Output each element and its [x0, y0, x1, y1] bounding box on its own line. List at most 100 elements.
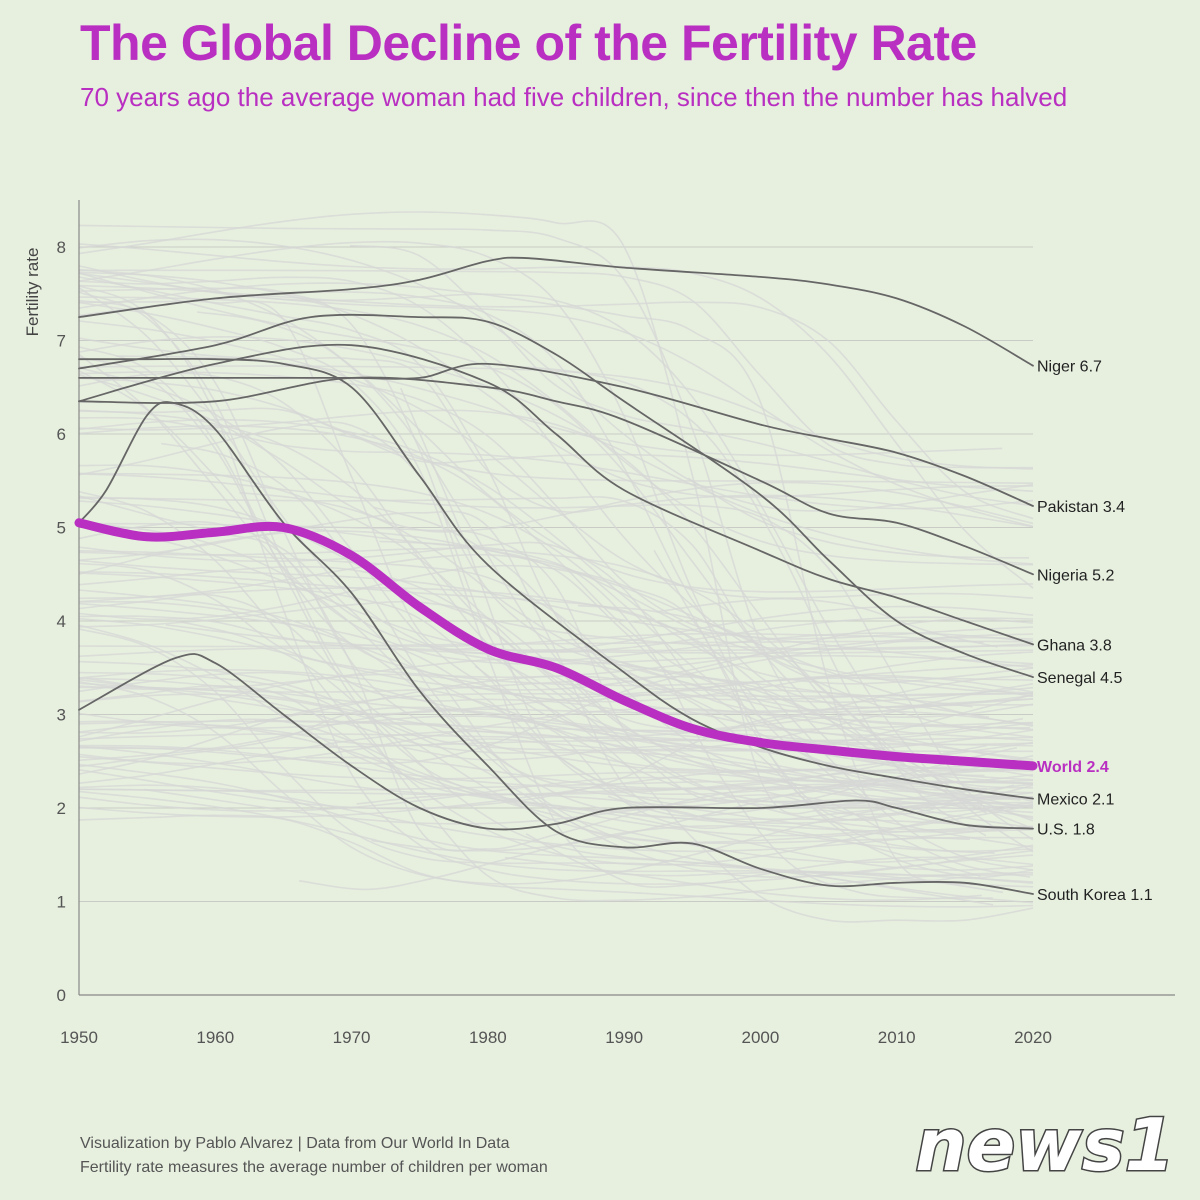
- background-country-line: [78, 763, 1034, 904]
- background-country-line: [78, 559, 1034, 669]
- background-country-line: [78, 356, 1034, 687]
- background-country-line: [78, 301, 1034, 888]
- y-tick-label: 7: [57, 332, 66, 351]
- background-country-line: [78, 268, 1034, 593]
- fertility-definition-note: Fertility rate measures the average numb…: [80, 1159, 548, 1176]
- series-line-world: [74, 518, 1038, 771]
- background-country-line: [504, 856, 982, 901]
- y-tick-label: 6: [57, 425, 66, 444]
- background-country-line: [78, 265, 1034, 853]
- background-country-line: [577, 604, 988, 814]
- svg-text:news1: news1: [915, 1103, 1175, 1187]
- y-axis-label: Fertility rate: [23, 248, 42, 337]
- background-country-line: [78, 671, 1034, 752]
- background-country-line: [78, 346, 1034, 864]
- background-country-line: [78, 464, 1034, 731]
- x-tick-label: 1980: [469, 1028, 507, 1047]
- background-country-line: [78, 814, 1034, 908]
- series-label-u-s-: U.S. 1.8: [1037, 822, 1095, 839]
- background-country-line: [78, 272, 1034, 528]
- series-line-u-s-: [78, 653, 1034, 831]
- background-country-line: [78, 240, 1034, 785]
- background-country-line: [78, 296, 1034, 566]
- x-tick-label: 2020: [1014, 1028, 1052, 1047]
- background-country-line: [78, 550, 1034, 701]
- background-country-line: [656, 597, 998, 648]
- background-country-line: [78, 421, 1034, 718]
- news1-logo: news1: [914, 1102, 1177, 1189]
- series-label-south-korea: South Korea 1.1: [1037, 887, 1153, 904]
- series-label-pakistan: Pakistan 3.4: [1037, 499, 1125, 516]
- y-tick-label: 1: [57, 893, 66, 912]
- background-country-line: [78, 593, 1034, 771]
- background-country-line: [78, 564, 1034, 727]
- background-country-line: [78, 372, 1034, 752]
- background-country-line: [78, 407, 1034, 492]
- series-line-nigeria: [78, 376, 1034, 576]
- background-country-line: [78, 678, 1034, 818]
- series-line-ghana: [78, 343, 1034, 646]
- x-tick-label: 1990: [605, 1028, 643, 1047]
- background-country-line: [78, 377, 1034, 484]
- series-label-niger: Niger 6.7: [1037, 359, 1102, 376]
- x-tick-label: 2010: [878, 1028, 916, 1047]
- chart-subtitle: 70 years ago the average woman had five …: [80, 82, 1068, 112]
- series-line-south-korea: [78, 401, 1034, 895]
- background-country-line: [78, 744, 1034, 791]
- fertility-line-chart: 0 1 2 3 4 5 6 7 8 1950 1960 1970 1980 1990 2000 2010 202…: [23, 200, 1175, 1047]
- series-line-pakistan: [78, 362, 1034, 507]
- background-country-line: [78, 418, 1034, 685]
- y-tick-label: 8: [57, 238, 66, 257]
- series-label-mexico: Mexico 2.1: [1037, 792, 1114, 809]
- x-tick-label: 2000: [742, 1028, 780, 1047]
- series-line-niger: [78, 256, 1034, 367]
- background-country-line: [78, 243, 1034, 589]
- background-country-line: [78, 712, 1034, 777]
- axes: 0 1 2 3 4 5 6 7 8 1950 1960 1970 1980 1990 2000 2010 202…: [23, 200, 1175, 1047]
- background-country-line: [78, 617, 1034, 691]
- background-country-line: [78, 677, 1034, 830]
- background-country-line: [78, 698, 1034, 740]
- series-label-ghana: Ghana 3.8: [1037, 637, 1112, 654]
- background-country-line: [78, 768, 1034, 818]
- background-country-line: [78, 425, 1034, 704]
- background-country-line: [356, 793, 970, 841]
- background-country-line: [78, 523, 1034, 653]
- x-tick-label: 1970: [333, 1028, 371, 1047]
- y-tick-label: 5: [57, 519, 66, 538]
- y-tick-label: 0: [57, 986, 66, 1005]
- background-country-line: [487, 654, 1034, 807]
- y-tick-label: 4: [57, 612, 66, 631]
- background-country-line: [78, 271, 1034, 498]
- y-tick-label: 3: [57, 706, 66, 725]
- background-country-line: [78, 776, 1034, 848]
- background-country-line: [78, 589, 1034, 830]
- highlighted-series: [74, 256, 1038, 895]
- series-label-senegal: Senegal 4.5: [1037, 670, 1123, 687]
- series-label-nigeria: Nigeria 5.2: [1037, 567, 1114, 584]
- data-credit: Visualization by Pablo Alvarez | Data fr…: [80, 1135, 510, 1152]
- background-country-line: [620, 661, 1031, 729]
- x-tick-label: 1960: [196, 1028, 234, 1047]
- background-country-line: [78, 633, 1034, 765]
- series-line-senegal: [78, 313, 1034, 678]
- series-line-mexico: [78, 357, 1034, 800]
- background-country-line: [78, 680, 1034, 885]
- series-label-world: World 2.4: [1037, 759, 1109, 776]
- background-country-line: [78, 337, 1034, 528]
- background-country-line: [78, 784, 1034, 853]
- chart-title: The Global Decline of the Fertility Rate: [80, 15, 977, 71]
- background-country-line: [78, 755, 1034, 829]
- background-country-line: [78, 510, 1034, 853]
- background-country-line: [299, 825, 981, 891]
- background-country-line: [78, 675, 1034, 742]
- background-country-line: [78, 730, 1034, 802]
- background-country-line: [78, 269, 1034, 469]
- background-country-line: [371, 774, 985, 852]
- background-country-line: [78, 587, 1034, 871]
- background-country-line: [78, 374, 1034, 533]
- credits: Visualization by Pablo Alvarez | Data fr…: [80, 1132, 548, 1180]
- background-country-line: [78, 547, 1034, 731]
- background-country-line: [78, 409, 1034, 713]
- background-country-line: [78, 238, 1034, 512]
